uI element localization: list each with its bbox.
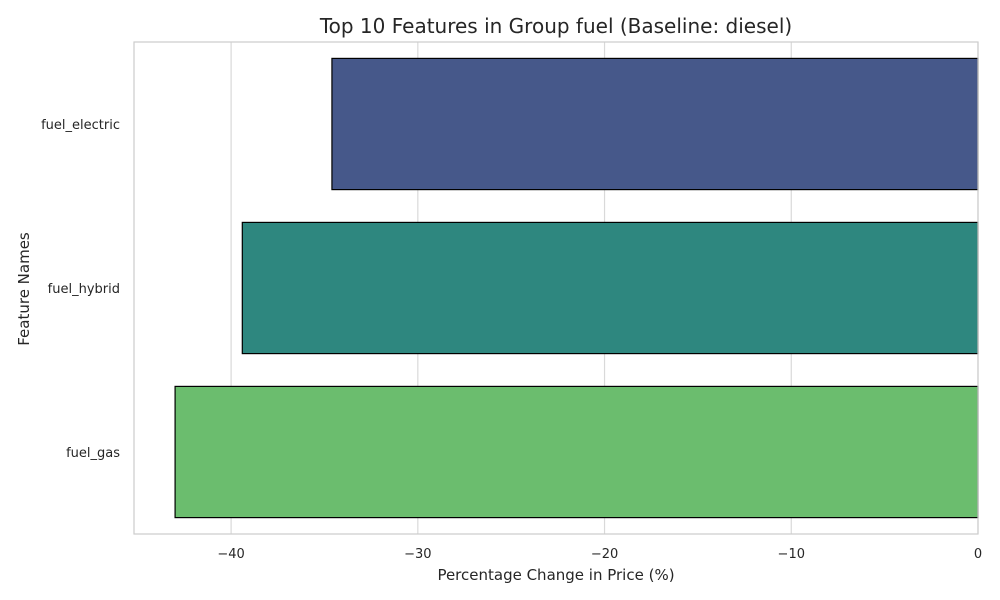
x-tick-label: −30	[404, 547, 431, 562]
x-tick-label: −20	[591, 547, 618, 562]
bar-fuel-hybrid	[241, 221, 979, 355]
category-label: fuel_electric	[41, 118, 120, 133]
x-tick-label: 0	[974, 547, 982, 562]
x-tick-labels: −40 −30 −20 −10 0	[217, 547, 982, 562]
bar-fuel-electric	[331, 57, 979, 191]
x-tick-label: −10	[778, 547, 805, 562]
bars	[174, 57, 979, 519]
category-label: fuel_hybrid	[48, 282, 120, 297]
y-axis-label: Feature Names	[15, 232, 33, 346]
chart-title: Top 10 Features in Group fuel (Baseline:…	[319, 14, 792, 38]
x-tick-label: −40	[217, 547, 244, 562]
category-label: fuel_gas	[66, 446, 120, 461]
bar-fuel-gas	[174, 385, 979, 519]
plot-frame	[133, 41, 979, 535]
category-labels: fuel_electric fuel_hybrid fuel_gas	[41, 118, 120, 461]
x-axis-label: Percentage Change in Price (%)	[437, 566, 674, 584]
